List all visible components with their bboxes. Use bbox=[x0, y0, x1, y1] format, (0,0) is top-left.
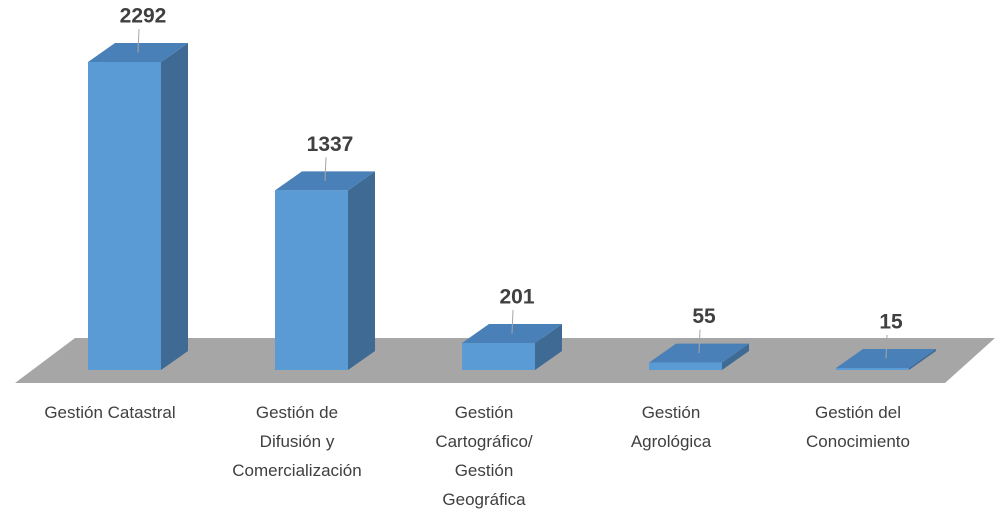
leader-line bbox=[137, 28, 140, 53]
x-tick-label: Gestión Catastral bbox=[44, 403, 175, 422]
data-label: 1337 bbox=[307, 133, 354, 156]
bar-top bbox=[462, 323, 562, 343]
bar-side bbox=[161, 43, 188, 370]
bar bbox=[275, 190, 348, 370]
x-tick-label: Gestión del Conocimiento bbox=[806, 403, 910, 451]
bar-side bbox=[535, 323, 562, 370]
data-label: 201 bbox=[499, 286, 534, 309]
bar-side bbox=[722, 343, 749, 370]
bar bbox=[462, 342, 535, 370]
bar bbox=[88, 62, 161, 370]
bar bbox=[836, 367, 909, 370]
x-tick-label: Gestión de Difusión y Comercialización bbox=[232, 403, 361, 480]
bar bbox=[649, 362, 722, 370]
bar-side bbox=[909, 348, 936, 370]
leader-line bbox=[324, 157, 327, 181]
x-tick-label: Gestión Agrológica bbox=[631, 403, 712, 451]
bar-side bbox=[348, 171, 375, 370]
data-label: 55 bbox=[692, 305, 716, 328]
data-label: 2292 bbox=[120, 5, 167, 28]
data-label: 15 bbox=[879, 311, 903, 334]
leader-line bbox=[511, 309, 514, 334]
leader-line bbox=[885, 334, 888, 359]
leader-line bbox=[698, 329, 701, 354]
x-tick-label: Gestión Cartográfico/Gestión Geográfica bbox=[435, 403, 533, 509]
